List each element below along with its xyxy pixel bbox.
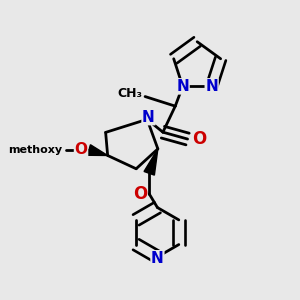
Text: O: O xyxy=(133,185,147,203)
Polygon shape xyxy=(144,149,158,175)
Text: CH₃: CH₃ xyxy=(117,87,142,100)
Text: N: N xyxy=(142,110,155,124)
Polygon shape xyxy=(87,145,108,155)
Text: N: N xyxy=(205,79,218,94)
Text: O: O xyxy=(74,142,88,157)
Text: O: O xyxy=(193,130,207,148)
Text: N: N xyxy=(151,251,164,266)
Text: methoxy: methoxy xyxy=(8,145,62,155)
Text: N: N xyxy=(176,79,189,94)
